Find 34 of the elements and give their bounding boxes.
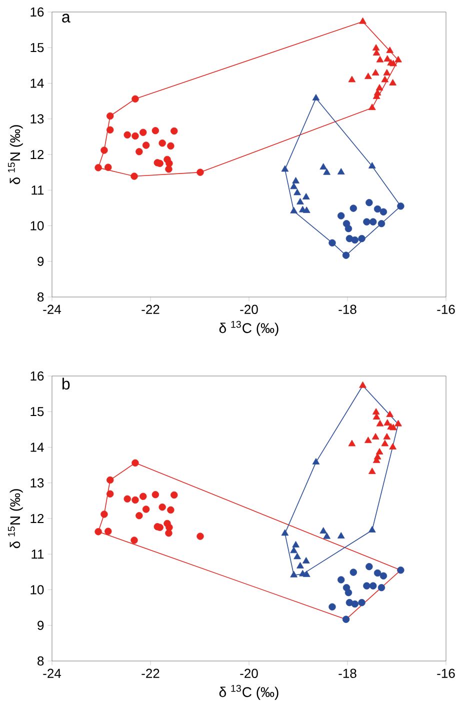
y-tick-label: 11 <box>32 186 44 195</box>
y-tick-label: 8 <box>38 656 44 666</box>
y-axis-title: δ $^{15}$N (‰) <box>8 489 23 548</box>
y-tick-label: 9 <box>38 256 44 266</box>
x-tick-label: -20 <box>240 668 258 678</box>
y-tick-label: 15 <box>30 43 44 52</box>
y-tick-label: 8 <box>38 292 44 302</box>
x-tick-label: -22 <box>142 304 160 314</box>
x-axis-title: δ $^{13}$C (‰) <box>219 684 278 700</box>
y-tick-label: 12 <box>30 150 44 160</box>
y-tick-label: 13 <box>30 114 44 124</box>
y-tick-label: 10 <box>30 585 44 594</box>
chart-title: b <box>62 378 70 390</box>
y-tick-label: 15 <box>30 407 44 416</box>
x-tick-label: -18 <box>338 304 356 314</box>
x-tick-label: -24 <box>43 304 62 314</box>
x-tick-label: -20 <box>240 304 258 314</box>
y-tick-label: 12 <box>30 514 44 524</box>
y-tick-label: 13 <box>30 478 44 488</box>
y-tick-label: 16 <box>30 7 44 17</box>
x-tick-label: -24 <box>43 668 62 678</box>
y-tick-label: 16 <box>30 371 44 381</box>
x-axis-title: δ $^{13}$C (‰) <box>219 320 278 336</box>
y-tick-label: 9 <box>38 620 44 630</box>
y-tick-label: 10 <box>30 221 44 230</box>
chart-title: a <box>62 14 70 23</box>
y-axis-title: δ $^{15}$N (‰) <box>8 125 23 184</box>
x-tick-label: -18 <box>338 668 356 678</box>
x-tick-label: -22 <box>142 668 160 678</box>
x-tick-label: -16 <box>437 304 455 314</box>
y-tick-label: 14 <box>30 78 44 88</box>
x-tick-label: -16 <box>437 668 455 678</box>
y-tick-label: 14 <box>30 442 44 452</box>
y-tick-label: 11 <box>32 550 44 559</box>
